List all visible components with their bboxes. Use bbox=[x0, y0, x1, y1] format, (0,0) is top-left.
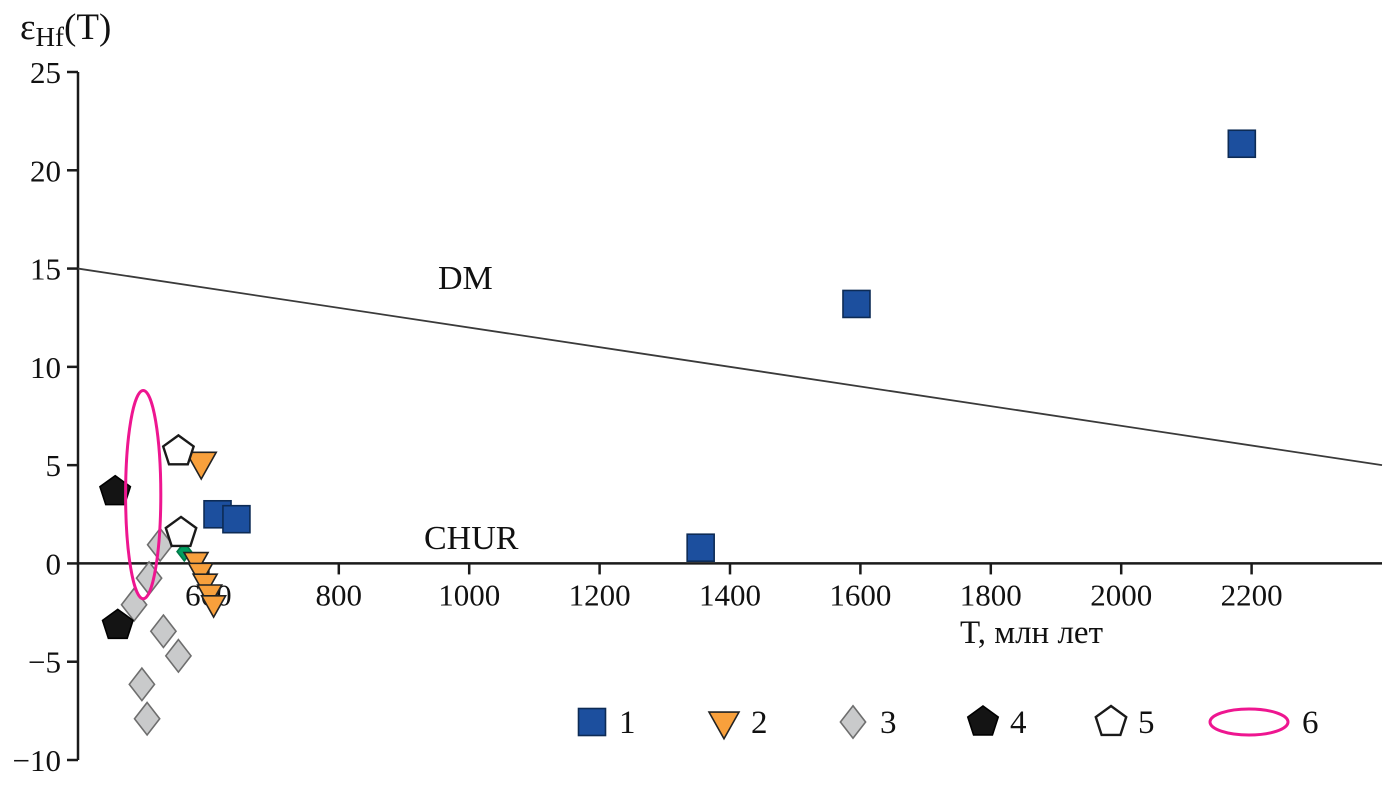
y-axis-title-subscript: Hf bbox=[35, 22, 65, 52]
series-2-cluster-point bbox=[200, 595, 227, 619]
x-tick-label: 800 bbox=[316, 577, 363, 612]
series-2-point bbox=[184, 451, 218, 481]
series-1-point bbox=[222, 504, 251, 534]
legend-label-5: 5 bbox=[1138, 705, 1155, 741]
legend-label-2: 2 bbox=[751, 705, 768, 741]
legend-marker-1 bbox=[577, 707, 607, 737]
y-tick-label: 20 bbox=[30, 153, 61, 188]
y-tick-label: 25 bbox=[30, 55, 61, 90]
y-axis-title-suffix: (T) bbox=[64, 7, 112, 48]
x-tick-label: 1200 bbox=[569, 577, 631, 612]
series-4-point bbox=[99, 474, 132, 506]
y-tick-label: 0 bbox=[46, 546, 62, 581]
series-3-point bbox=[133, 701, 161, 737]
series-5-point bbox=[161, 433, 196, 466]
y-tick-label: 5 bbox=[46, 448, 62, 483]
y-axis-title-epsilon: ε bbox=[20, 7, 36, 48]
y-tick-label: −10 bbox=[13, 743, 61, 778]
legend-label-3: 3 bbox=[880, 705, 897, 741]
legend-marker-3 bbox=[839, 704, 867, 740]
y-tick-label: 15 bbox=[30, 252, 61, 287]
legend-marker-6 bbox=[1208, 707, 1290, 737]
series-6-ellipse bbox=[124, 388, 163, 601]
legend-label-6: 6 bbox=[1302, 705, 1319, 741]
series-3-point bbox=[128, 666, 156, 702]
series-1-point bbox=[686, 533, 715, 563]
y-axis-title: εHf(T) bbox=[20, 6, 111, 53]
x-tick-label: 2200 bbox=[1221, 577, 1283, 612]
series-1-point bbox=[842, 289, 871, 319]
y-tick-label: −5 bbox=[28, 645, 61, 680]
x-tick-label: 2000 bbox=[1090, 577, 1152, 612]
dm-line-label: DM bbox=[438, 260, 493, 297]
legend-label-1: 1 bbox=[619, 705, 636, 741]
series-4-point bbox=[101, 608, 134, 640]
series-3-point bbox=[149, 613, 178, 649]
series-3-point bbox=[164, 638, 193, 674]
x-tick-label: 1400 bbox=[699, 577, 761, 612]
series-1-point bbox=[1227, 129, 1257, 159]
x-axis-title: T, млн лет bbox=[960, 615, 1104, 651]
y-tick-label: 10 bbox=[30, 350, 61, 385]
x-tick-label: 1000 bbox=[438, 577, 500, 612]
dm-line bbox=[77, 267, 1383, 467]
x-tick-label: 1800 bbox=[960, 577, 1022, 612]
series-5-point bbox=[164, 515, 198, 548]
chur-line-label: CHUR bbox=[424, 520, 519, 557]
legend-marker-5 bbox=[1094, 704, 1128, 737]
legend-marker-2 bbox=[707, 711, 741, 741]
legend-marker-4 bbox=[966, 705, 1000, 736]
x-tick-label: 1600 bbox=[829, 577, 891, 612]
legend-label-4: 4 bbox=[1010, 705, 1027, 741]
